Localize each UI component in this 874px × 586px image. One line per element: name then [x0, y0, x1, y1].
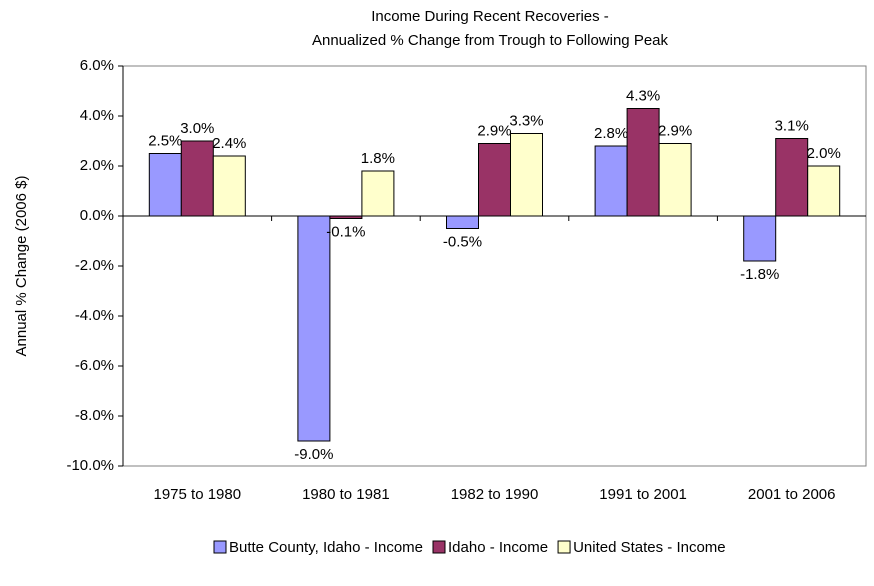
- x-tick-label: 1975 to 1980: [154, 486, 242, 503]
- y-tick-label: -8.0%: [75, 407, 114, 424]
- data-label: 2.9%: [477, 122, 511, 139]
- bar: [510, 133, 543, 217]
- legend-label: Idaho - Income: [448, 539, 548, 556]
- data-label: 2.8%: [594, 125, 628, 142]
- data-label: 4.3%: [626, 87, 660, 104]
- chart-subtitle: Annualized % Change from Trough to Follo…: [312, 32, 669, 49]
- bar: [658, 143, 692, 217]
- data-label: 2.4%: [212, 135, 246, 152]
- y-tick-label: 2.0%: [80, 157, 114, 174]
- y-tick-label: -6.0%: [75, 357, 114, 374]
- data-label: 2.9%: [658, 122, 692, 139]
- data-label: 3.0%: [180, 120, 214, 137]
- y-tick-label: -2.0%: [75, 257, 114, 274]
- bar: [180, 140, 214, 217]
- x-tick-label: 1991 to 2001: [599, 486, 687, 503]
- data-label: 2.5%: [148, 132, 182, 149]
- data-label: -1.8%: [740, 266, 779, 283]
- chart-title: Income During Recent Recoveries -: [371, 8, 609, 25]
- legend-swatch: [213, 540, 227, 554]
- bar: [478, 143, 511, 217]
- legend-label: United States - Income: [573, 539, 726, 556]
- bar: [297, 215, 331, 442]
- legend-swatch: [432, 540, 446, 554]
- bar: [361, 170, 395, 217]
- y-tick-label: 0.0%: [80, 207, 114, 224]
- data-label: -9.0%: [294, 446, 333, 463]
- data-label: 2.0%: [807, 145, 841, 162]
- data-label: 1.8%: [361, 150, 395, 167]
- y-tick-label: -10.0%: [66, 457, 114, 474]
- y-tick-label: -4.0%: [75, 307, 114, 324]
- y-tick-label: 6.0%: [80, 57, 114, 74]
- data-label: 3.3%: [509, 112, 543, 129]
- x-tick-label: 2001 to 2006: [748, 486, 836, 503]
- x-tick-label: 1980 to 1981: [302, 486, 390, 503]
- data-label: -0.1%: [326, 223, 365, 240]
- legend-label: Butte County, Idaho - Income: [229, 539, 423, 556]
- bar: [446, 215, 479, 229]
- bar: [743, 215, 777, 262]
- data-label: -0.5%: [443, 233, 482, 250]
- y-axis-label: Annual % Change (2006 $): [13, 176, 30, 357]
- bar: [594, 145, 628, 217]
- bar: [148, 153, 182, 217]
- data-label: 3.1%: [775, 117, 809, 134]
- legend-swatch: [557, 540, 571, 554]
- bar: [212, 155, 246, 217]
- bar: [807, 165, 841, 217]
- bar: [775, 138, 809, 217]
- x-tick-label: 1982 to 1990: [451, 486, 539, 503]
- y-tick-label: 4.0%: [80, 107, 114, 124]
- bar: [626, 108, 660, 217]
